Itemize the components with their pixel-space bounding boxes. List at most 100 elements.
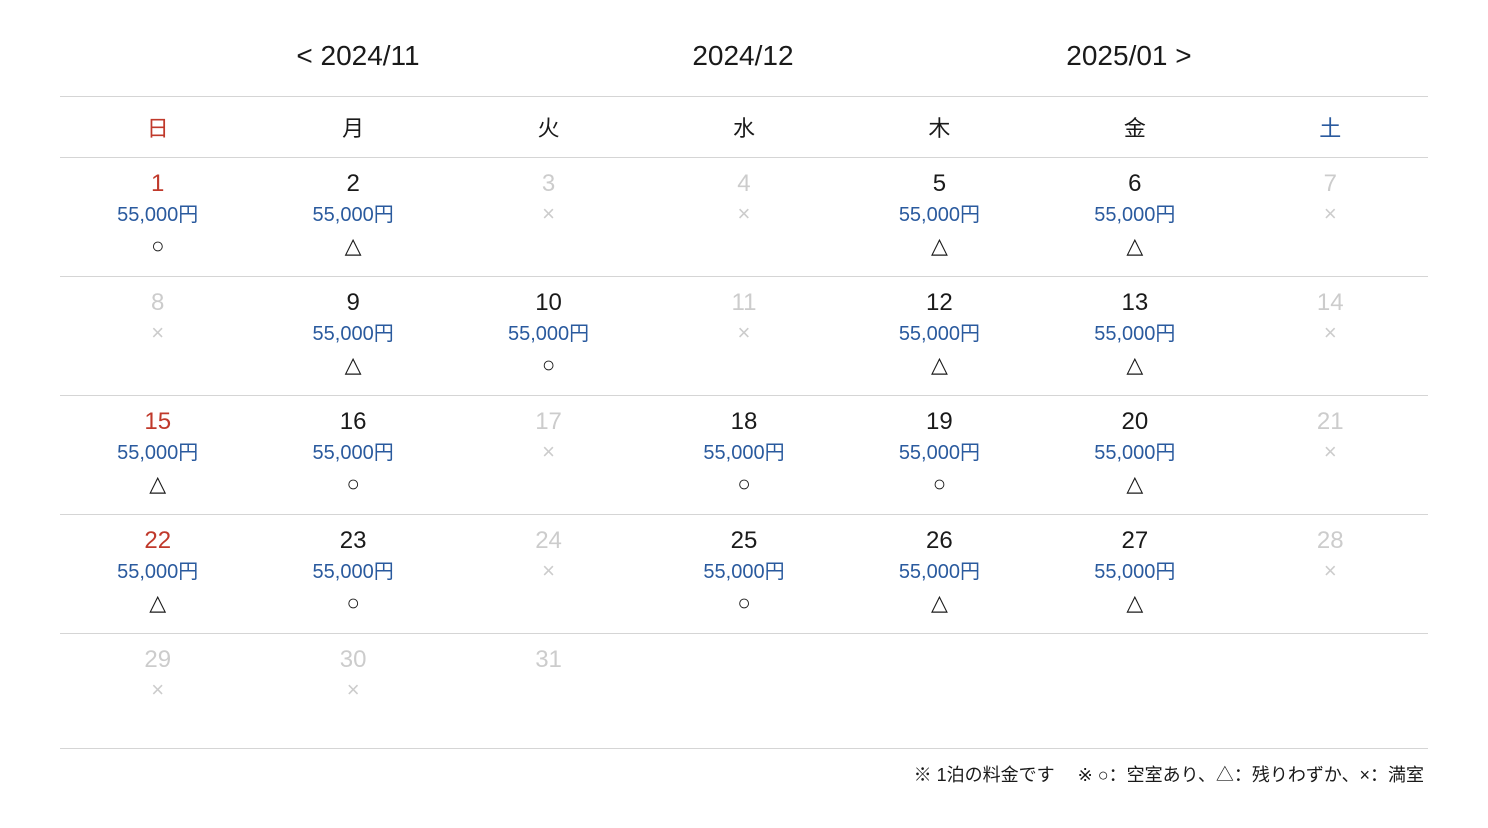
calendar-day-cell [1233, 633, 1428, 748]
day-status: × [451, 199, 646, 230]
calendar-day-cell[interactable]: 2255,000円△ [60, 514, 255, 633]
day-price: 55,000円 [646, 437, 841, 469]
calendar-day-cell: 7× [1233, 158, 1428, 277]
calendar-day-cell: 31 [451, 633, 646, 748]
day-price: 55,000円 [1037, 437, 1232, 469]
calendar-day-cell: 21× [1233, 395, 1428, 514]
calendar-day-cell[interactable]: 655,000円△ [1037, 158, 1232, 277]
day-number: 22 [60, 525, 255, 556]
day-price: 55,000円 [1037, 556, 1232, 588]
calendar-day-cell: 28× [1233, 514, 1428, 633]
calendar-day-cell[interactable]: 1055,000円○ [451, 276, 646, 395]
weekday-header-thu: 木 [842, 97, 1037, 158]
calendar-day-cell[interactable]: 2055,000円△ [1037, 395, 1232, 514]
day-price: 55,000円 [255, 437, 450, 469]
day-number: 29 [60, 644, 255, 675]
prev-month-link[interactable]: < 2024/11 [296, 40, 419, 72]
day-price: 55,000円 [842, 437, 1037, 469]
calendar-day-cell[interactable]: 555,000円△ [842, 158, 1037, 277]
day-number: 16 [255, 406, 450, 437]
weekday-header-wed: 水 [646, 97, 841, 158]
calendar-day-cell[interactable]: 1855,000円○ [646, 395, 841, 514]
day-price: 55,000円 [60, 556, 255, 588]
calendar-day-cell[interactable]: 2655,000円△ [842, 514, 1037, 633]
calendar-day-cell[interactable]: 1955,000円○ [842, 395, 1037, 514]
day-status: × [60, 318, 255, 349]
calendar-week-row: 1555,000円△1655,000円○17×1855,000円○1955,00… [60, 395, 1428, 514]
day-number: 7 [1233, 168, 1428, 199]
day-number: 5 [842, 168, 1037, 199]
calendar-day-cell: 29× [60, 633, 255, 748]
day-number: 20 [1037, 406, 1232, 437]
day-number: 28 [1233, 525, 1428, 556]
legend-status-note: ※ ○：空室あり、△：残りわずか、×：満室 [1078, 765, 1424, 785]
weekday-header-fri: 金 [1037, 97, 1232, 158]
next-month-link[interactable]: 2025/01 > [1066, 40, 1191, 72]
day-number: 23 [255, 525, 450, 556]
day-number: 31 [451, 644, 646, 675]
calendar-day-cell: 4× [646, 158, 841, 277]
calendar-day-cell[interactable]: 2355,000円○ [255, 514, 450, 633]
day-number: 25 [646, 525, 841, 556]
calendar-body: 155,000円○255,000円△3×4×555,000円△655,000円△… [60, 158, 1428, 749]
calendar-day-cell [646, 633, 841, 748]
day-status: ○ [451, 350, 646, 381]
day-price: 55,000円 [1037, 318, 1232, 350]
calendar-day-cell[interactable]: 1555,000円△ [60, 395, 255, 514]
day-status: ○ [646, 588, 841, 619]
calendar-day-cell: 14× [1233, 276, 1428, 395]
day-price: 55,000円 [60, 437, 255, 469]
day-number: 3 [451, 168, 646, 199]
calendar-day-cell: 11× [646, 276, 841, 395]
calendar-day-cell [1037, 633, 1232, 748]
day-number: 9 [255, 287, 450, 318]
day-status: △ [842, 231, 1037, 262]
day-price: 55,000円 [255, 318, 450, 350]
day-price: 55,000円 [1037, 199, 1232, 231]
day-status: × [1233, 556, 1428, 587]
day-price: 55,000円 [60, 199, 255, 231]
day-price: 55,000円 [842, 556, 1037, 588]
day-status: △ [1037, 588, 1232, 619]
day-number: 14 [1233, 287, 1428, 318]
day-number: 8 [60, 287, 255, 318]
calendar-week-row: 2255,000円△2355,000円○24×2555,000円○2655,00… [60, 514, 1428, 633]
calendar-day-cell[interactable]: 255,000円△ [255, 158, 450, 277]
day-number: 13 [1037, 287, 1232, 318]
day-status: △ [1037, 231, 1232, 262]
day-price: 55,000円 [255, 556, 450, 588]
day-price: 55,000円 [842, 199, 1037, 231]
day-number: 30 [255, 644, 450, 675]
day-number: 12 [842, 287, 1037, 318]
day-number: 21 [1233, 406, 1428, 437]
calendar-week-row: 29×30×31 [60, 633, 1428, 748]
day-number: 18 [646, 406, 841, 437]
calendar-day-cell[interactable]: 1255,000円△ [842, 276, 1037, 395]
day-number: 26 [842, 525, 1037, 556]
calendar-day-cell[interactable]: 1355,000円△ [1037, 276, 1232, 395]
day-status: × [646, 199, 841, 230]
weekday-header-tue: 火 [451, 97, 646, 158]
day-status: × [451, 437, 646, 468]
calendar-day-cell[interactable]: 2755,000円△ [1037, 514, 1232, 633]
calendar-day-cell[interactable]: 955,000円△ [255, 276, 450, 395]
day-number: 4 [646, 168, 841, 199]
day-status: △ [60, 469, 255, 500]
day-number: 6 [1037, 168, 1232, 199]
calendar-day-cell[interactable]: 2555,000円○ [646, 514, 841, 633]
day-price: 55,000円 [451, 318, 646, 350]
calendar-day-cell[interactable]: 1655,000円○ [255, 395, 450, 514]
calendar-day-cell[interactable]: 155,000円○ [60, 158, 255, 277]
day-number: 10 [451, 287, 646, 318]
day-status: △ [842, 588, 1037, 619]
weekday-header-row: 日 月 火 水 木 金 土 [60, 97, 1428, 158]
calendar-day-cell: 30× [255, 633, 450, 748]
day-number: 11 [646, 287, 841, 318]
day-number: 24 [451, 525, 646, 556]
day-number: 2 [255, 168, 450, 199]
day-status: △ [255, 350, 450, 381]
day-status: ○ [60, 231, 255, 262]
weekday-header-sun: 日 [60, 97, 255, 158]
day-number: 19 [842, 406, 1037, 437]
day-status: ○ [842, 469, 1037, 500]
